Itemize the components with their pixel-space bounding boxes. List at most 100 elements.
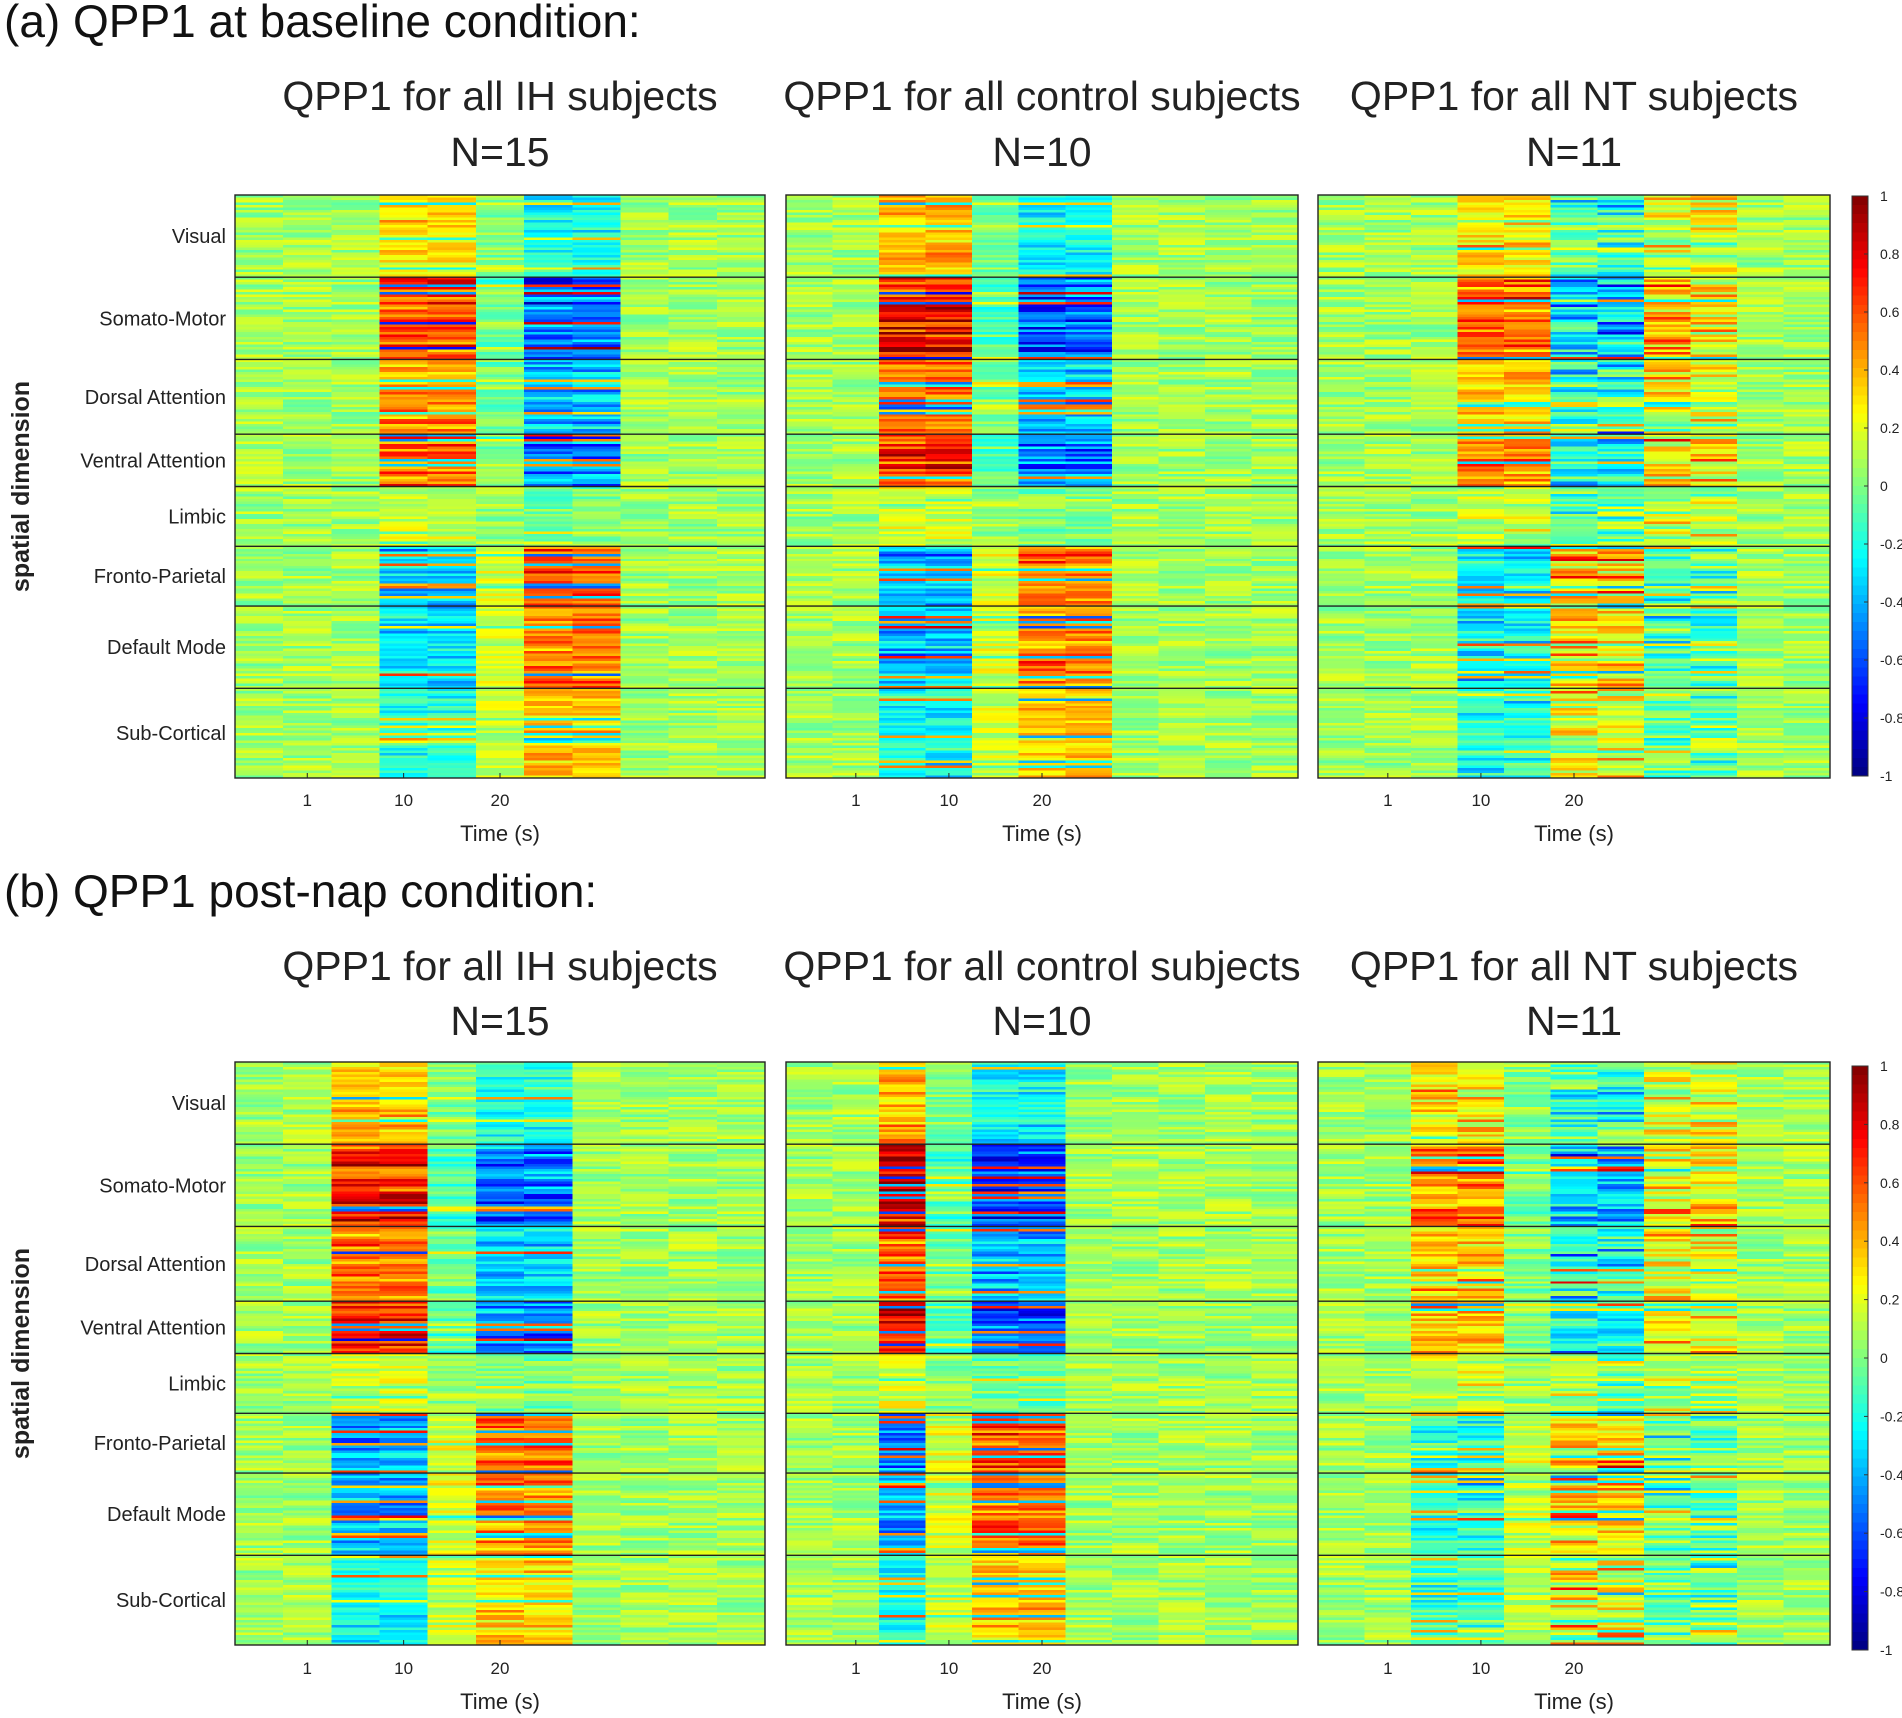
heatmap-cell bbox=[379, 324, 429, 328]
heatmap-cell bbox=[283, 237, 332, 241]
heatmap-cell bbox=[379, 626, 429, 630]
heatmap-cell bbox=[427, 566, 477, 570]
heatmap-cell bbox=[427, 264, 477, 268]
heatmap-cell bbox=[475, 454, 525, 458]
heatmap-cell bbox=[427, 496, 477, 500]
heatmap-cell bbox=[620, 224, 670, 228]
heatmap-cell bbox=[475, 429, 525, 433]
heatmap-cell bbox=[572, 576, 622, 580]
heatmap-cell bbox=[235, 376, 284, 380]
heatmap-cell bbox=[283, 508, 332, 513]
heatmap-cell bbox=[331, 239, 381, 243]
heatmap-cell bbox=[475, 199, 525, 204]
heatmap-cell bbox=[668, 389, 718, 393]
heatmap-cell bbox=[716, 683, 766, 687]
heatmap-cell bbox=[427, 563, 477, 567]
heatmap-cell bbox=[235, 204, 284, 209]
heatmap-cell bbox=[283, 384, 332, 388]
heatmap-cell bbox=[283, 481, 332, 485]
heatmap-cell bbox=[716, 523, 766, 527]
heatmap-cell bbox=[716, 344, 766, 348]
heatmap-cell bbox=[331, 219, 381, 223]
heatmap-cell bbox=[427, 715, 477, 719]
heatmap-cell bbox=[379, 332, 429, 336]
heatmap-cell bbox=[283, 322, 332, 326]
heatmap-cell bbox=[379, 351, 429, 356]
heatmap-cell bbox=[475, 498, 525, 503]
heatmap-cell bbox=[620, 548, 670, 552]
heatmap-cell bbox=[572, 414, 622, 418]
heatmap-cell bbox=[620, 526, 670, 530]
heatmap-cell bbox=[620, 207, 670, 211]
heatmap-cell bbox=[283, 202, 332, 206]
heatmap-cell bbox=[379, 536, 429, 540]
heatmap-cell bbox=[475, 349, 525, 353]
heatmap-cell bbox=[475, 424, 525, 428]
heatmap-cell bbox=[668, 209, 718, 214]
heatmap-cell bbox=[283, 242, 332, 246]
heatmap-cell bbox=[283, 461, 332, 465]
heatmap-cell bbox=[235, 660, 284, 664]
heatmap-cell bbox=[331, 650, 381, 655]
heatmap-cell bbox=[427, 379, 477, 383]
heatmap-cell bbox=[620, 581, 670, 585]
heatmap-cell bbox=[427, 693, 477, 697]
heatmap-cell bbox=[475, 536, 525, 540]
heatmap-cell bbox=[668, 414, 718, 418]
heatmap-cell bbox=[331, 444, 381, 448]
heatmap-cell bbox=[283, 391, 332, 395]
heatmap-cell bbox=[524, 626, 573, 630]
heatmap-cell bbox=[235, 503, 284, 508]
heatmap-cell bbox=[427, 399, 477, 403]
heatmap-cell bbox=[668, 603, 718, 607]
heatmap-cell bbox=[524, 558, 573, 562]
heatmap-cell bbox=[668, 488, 718, 493]
heatmap-cell bbox=[331, 598, 381, 602]
heatmap-cell bbox=[668, 650, 718, 655]
heatmap-cell bbox=[427, 536, 477, 540]
heatmap-cell bbox=[620, 399, 670, 403]
heatmap-cell bbox=[379, 346, 429, 351]
heatmap-cell bbox=[668, 391, 718, 395]
heatmap-cell bbox=[475, 242, 525, 246]
heatmap-cell bbox=[427, 713, 477, 717]
heatmap-cell bbox=[427, 424, 477, 428]
heatmap-cell bbox=[524, 586, 573, 590]
heatmap-cell bbox=[524, 730, 573, 734]
heatmap-cell bbox=[572, 324, 622, 328]
heatmap-cell bbox=[379, 439, 429, 443]
heatmap-cell bbox=[620, 426, 670, 430]
heatmap-cell bbox=[572, 665, 622, 669]
heatmap-cell bbox=[283, 658, 332, 662]
heatmap-cell bbox=[524, 546, 573, 550]
heatmap-cell bbox=[379, 237, 429, 241]
heatmap-cell bbox=[235, 603, 284, 607]
heatmap-cell bbox=[235, 593, 284, 597]
heatmap-cell bbox=[235, 361, 284, 366]
heatmap-cell bbox=[475, 606, 525, 610]
heatmap-cell bbox=[716, 486, 766, 490]
heatmap-cell bbox=[668, 274, 718, 278]
heatmap-cell bbox=[475, 631, 525, 635]
heatmap-cell bbox=[716, 254, 766, 258]
heatmap-cell bbox=[331, 738, 381, 742]
heatmap-cell bbox=[331, 685, 381, 689]
heatmap-cell bbox=[668, 254, 718, 258]
heatmap-cell bbox=[668, 668, 718, 672]
heatmap-cell bbox=[620, 591, 670, 595]
heatmap-cell bbox=[572, 688, 622, 692]
heatmap-cell bbox=[716, 262, 766, 266]
heatmap-cell bbox=[283, 219, 332, 223]
heatmap-cell bbox=[475, 523, 525, 527]
heatmap-cell bbox=[620, 254, 670, 258]
heatmap-cell bbox=[716, 655, 766, 660]
heatmap-cell bbox=[572, 386, 622, 390]
heatmap-cell bbox=[331, 279, 381, 283]
heatmap-cell bbox=[379, 217, 429, 221]
heatmap-cell bbox=[427, 725, 477, 729]
heatmap-cell bbox=[668, 643, 718, 647]
heatmap-cell bbox=[668, 307, 718, 311]
heatmap-cell bbox=[620, 322, 670, 326]
heatmap-cell bbox=[283, 563, 332, 567]
